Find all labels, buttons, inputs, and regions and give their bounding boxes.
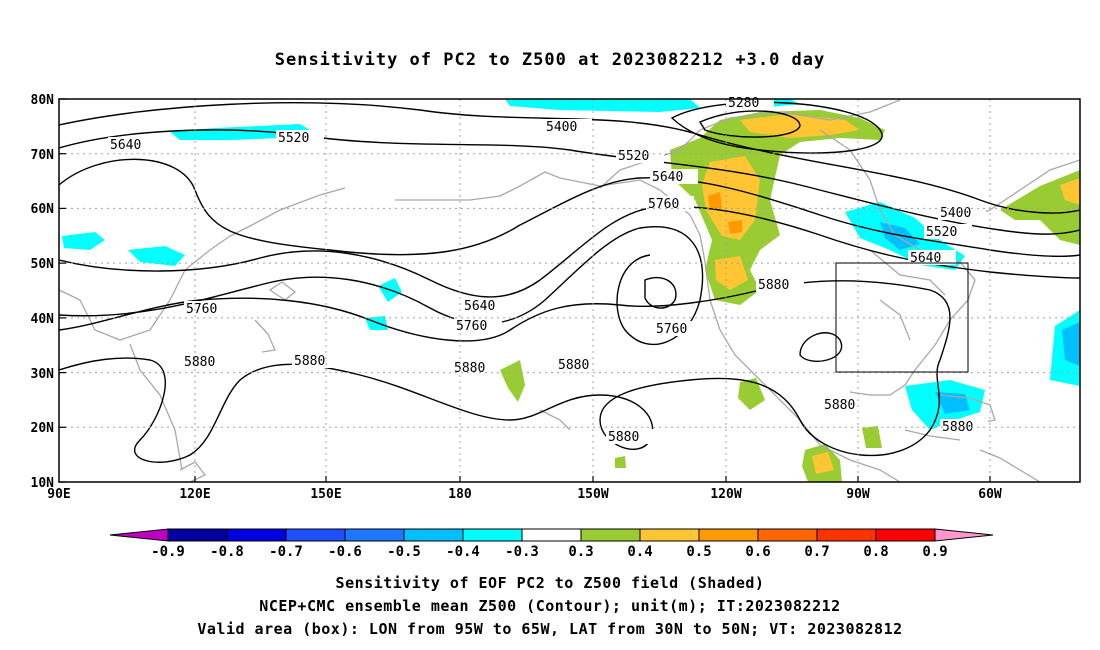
- colorbar-segment: [698, 528, 759, 542]
- contour-label: 5640: [110, 138, 141, 153]
- lat-label: 80N: [31, 93, 55, 108]
- caption-line-3: Valid area (box): LON from 95W to 65W, L…: [197, 620, 903, 638]
- contour-label: 5760: [656, 322, 687, 337]
- axis-ticks: [59, 98, 991, 483]
- colorbar-segment: [344, 528, 405, 542]
- lon-label: 60W: [978, 487, 1002, 502]
- colorbar-label: 0.3: [568, 544, 593, 560]
- shade-neg-atl-core: [1062, 322, 1080, 366]
- lon-label: 90W: [846, 487, 870, 502]
- map-frame: [58, 98, 1081, 483]
- shade-pos-alaska-orange: [702, 156, 760, 240]
- colorbar-label: 0.7: [804, 544, 829, 560]
- colorbar-label: 0.5: [686, 544, 711, 560]
- valid-area-box: [835, 262, 969, 373]
- caption-line-2: NCEP+CMC ensemble mean Z500 (Contour); u…: [259, 597, 841, 615]
- contour-label: 5640: [910, 251, 941, 266]
- colorbar-labels: -0.9 -0.8 -0.7 -0.6 -0.5 -0.4 -0.3 0.3 0…: [151, 544, 948, 560]
- lon-label: 90E: [47, 487, 70, 502]
- colorbar-segment: [639, 528, 700, 542]
- colorbar-label: -0.4: [446, 544, 480, 560]
- contour-label: 5880: [184, 355, 215, 370]
- contour-label: 5640: [652, 170, 683, 185]
- colorbar-label: -0.7: [269, 544, 303, 560]
- colorbar-segment: [580, 528, 641, 542]
- contour-label: 5520: [278, 131, 309, 146]
- lat-label: 10N: [31, 476, 55, 491]
- lon-label: 150E: [310, 487, 341, 502]
- shade-pos-small: [615, 456, 626, 468]
- colorbar-label: -0.5: [387, 544, 421, 560]
- contour-label: 5760: [648, 197, 679, 212]
- contour-label: 5880: [942, 420, 973, 435]
- colorbar-segment: [816, 528, 877, 542]
- lon-label: 150W: [577, 487, 608, 502]
- shade-pos-core2: [728, 220, 742, 234]
- colorbar-label: -0.6: [328, 544, 362, 560]
- colorbar-arrow-right: [934, 528, 994, 542]
- shade-neg-pac2: [62, 232, 105, 250]
- contour-label: 5640: [464, 299, 495, 314]
- caption-line-1: Sensitivity of EOF PC2 to Z500 field (Sh…: [335, 574, 765, 592]
- colorbar: [109, 528, 994, 542]
- shade-pos-car: [862, 426, 882, 448]
- colorbar-segment: [285, 528, 346, 542]
- lat-label: 20N: [31, 421, 55, 436]
- colorbar-segment: [403, 528, 464, 542]
- colorbar-label: -0.8: [210, 544, 244, 560]
- colorbar-segment: [757, 528, 818, 542]
- lat-label: 30N: [31, 367, 55, 382]
- contour-label: 5880: [454, 361, 485, 376]
- shade-pos-mex-orange: [812, 452, 834, 474]
- gridlines: [59, 99, 1080, 482]
- shade-pos-core: [708, 192, 722, 210]
- shade-neg-pac3: [128, 246, 185, 266]
- contour-label-group: 5280 5400 5520 5640 5520 5640 5760 5400 …: [108, 95, 988, 445]
- colorbar-segment: [462, 528, 523, 542]
- contour-label: 5880: [608, 430, 639, 445]
- shade-neg-pac1: [170, 124, 310, 140]
- contour-label: 5400: [546, 120, 577, 135]
- lat-labels: 80N 70N 60N 50N 40N 30N 20N 10N: [31, 93, 55, 491]
- lat-label: 40N: [31, 312, 55, 327]
- shade-pos-baja: [738, 378, 765, 410]
- contour-label: 5880: [824, 398, 855, 413]
- shade-pos-hawaii: [500, 360, 525, 402]
- lon-label: 180: [448, 487, 472, 502]
- contour-label: 5880: [294, 354, 325, 369]
- lon-label: 120W: [710, 487, 741, 502]
- lon-labels: 90E 120E 150E 180 150W 120W 90W 60W: [47, 487, 1002, 502]
- contour-label: 5880: [558, 358, 589, 373]
- colorbar-label: 0.6: [745, 544, 770, 560]
- colorbar-arrow-left: [109, 528, 169, 542]
- shade-pos-bc-orange: [715, 256, 748, 290]
- coastlines: [59, 99, 1080, 482]
- colorbar-segment: [875, 528, 936, 542]
- shade-neg-arctic: [505, 99, 700, 112]
- contour-label: 5400: [940, 206, 971, 221]
- page-title: Sensitivity of PC2 to Z500 at 2023082212…: [274, 50, 826, 70]
- lat-label: 50N: [31, 257, 55, 272]
- colorbar-label: -0.9: [151, 544, 185, 560]
- contour-label: 5520: [926, 225, 957, 240]
- lon-label: 120E: [179, 487, 210, 502]
- contour-label: 5760: [456, 319, 487, 334]
- lat-label: 70N: [31, 148, 55, 163]
- lat-label: 60N: [31, 202, 55, 217]
- colorbar-segment: [167, 528, 228, 542]
- colorbar-label: -0.3: [505, 544, 539, 560]
- contour-label: 5760: [186, 302, 217, 317]
- contour-label: 5520: [618, 149, 649, 164]
- colorbar-label: 0.9: [922, 544, 947, 560]
- shade-pos-atl-orange: [1060, 178, 1080, 205]
- colorbar-segment: [521, 528, 582, 542]
- colorbar-segment: [226, 528, 287, 542]
- shade-pos-alaska: [670, 110, 885, 305]
- contour-label: 5880: [758, 278, 789, 293]
- shade-pos-atl: [1000, 170, 1080, 245]
- colorbar-label: 0.8: [863, 544, 888, 560]
- colorbar-label: 0.4: [627, 544, 652, 560]
